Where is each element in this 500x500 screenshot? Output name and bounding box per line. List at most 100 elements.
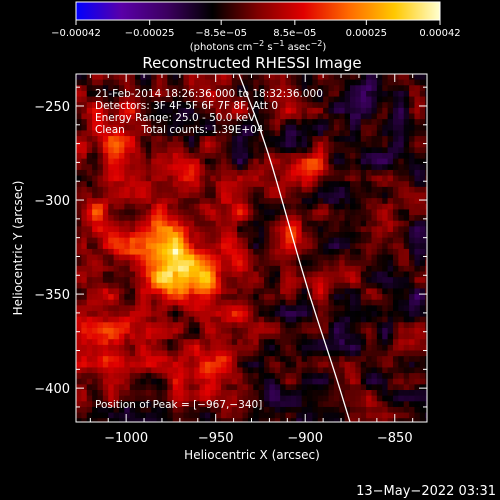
heatmap-cell (301, 124, 308, 132)
heatmap-cell (199, 198, 206, 205)
heatmap-cell (312, 316, 319, 323)
heatmap-cell (290, 119, 297, 126)
heatmap-cell (102, 215, 109, 222)
heatmap-cell (290, 305, 297, 312)
heatmap-cell (382, 119, 389, 126)
heatmap-cell (167, 85, 174, 92)
heatmap-cell (124, 243, 131, 250)
heatmap-cell (301, 169, 308, 177)
heatmap-cell (307, 316, 313, 323)
heatmap-cell (414, 169, 421, 177)
heatmap-cell (172, 102, 179, 109)
heatmap-cell (156, 311, 163, 318)
heatmap-cell (301, 102, 308, 109)
heatmap-cell (113, 248, 120, 256)
heatmap-cell (237, 215, 244, 222)
heatmap-cell (398, 175, 405, 182)
heatmap-cell (274, 203, 281, 211)
heatmap-cell (156, 288, 163, 295)
heatmap-cell (280, 350, 287, 357)
heatmap-cell (237, 164, 244, 171)
heatmap-cell (113, 124, 120, 132)
heatmap-cell (129, 198, 136, 205)
heatmap-cell (258, 288, 265, 295)
heatmap-cell (118, 237, 125, 244)
heatmap-cell (247, 311, 254, 318)
heatmap-cell (178, 254, 185, 261)
heatmap-cell (398, 288, 405, 295)
heatmap-cell (215, 265, 222, 273)
heatmap-cell (151, 226, 158, 233)
heatmap-cell (210, 136, 217, 143)
heatmap-cell (118, 277, 125, 284)
heatmap-cell (76, 305, 82, 312)
heatmap-cell (312, 96, 319, 103)
heatmap-cell (355, 192, 362, 199)
heatmap-cell (349, 254, 356, 261)
heatmap-cell (118, 361, 125, 369)
heatmap-cell (333, 401, 340, 408)
heatmap-cell (392, 316, 399, 323)
heatmap-cell (376, 327, 383, 335)
heatmap-cell (231, 277, 238, 284)
heatmap-cell (113, 282, 120, 290)
heatmap-cell (221, 418, 228, 422)
heatmap-cell (129, 299, 136, 306)
heatmap-cell (156, 271, 163, 278)
heatmap-cell (269, 102, 276, 109)
heatmap-cell (221, 119, 228, 126)
heatmap-cell (151, 124, 158, 132)
heatmap-cell (242, 164, 249, 171)
heatmap-cell (296, 226, 303, 233)
heatmap-cell (344, 124, 351, 132)
heatmap-cell (398, 85, 405, 92)
heatmap-cell (135, 169, 142, 177)
heatmap-cell (392, 401, 399, 408)
heatmap-cell (97, 277, 104, 284)
heatmap-cell (231, 373, 238, 380)
heatmap-cell (344, 339, 351, 346)
heatmap-cell (210, 237, 217, 244)
heatmap-cell (333, 271, 340, 278)
heatmap-cell (307, 333, 313, 340)
heatmap-cell (280, 367, 287, 374)
heatmap-cell (258, 367, 265, 374)
heatmap-cell (102, 181, 109, 188)
heatmap-cell (161, 350, 168, 357)
heatmap-cell (76, 248, 82, 256)
heatmap-cell (172, 136, 179, 143)
heatmap-cell (97, 232, 104, 239)
heatmap-cell (145, 119, 152, 126)
heatmap-cell (382, 384, 389, 391)
heatmap-cell (92, 361, 99, 369)
heatmap-cell (376, 90, 383, 98)
heatmap-cell (161, 90, 168, 98)
heatmap-cell (92, 378, 99, 385)
heatmap-cell (323, 186, 330, 194)
heatmap-cell (135, 198, 142, 205)
heatmap-cell (274, 158, 281, 165)
heatmap-cell (333, 248, 340, 256)
heatmap-cell (113, 153, 120, 160)
heatmap-cell (296, 102, 303, 109)
heatmap-cell (151, 130, 158, 137)
heatmap-cell (307, 119, 313, 126)
heatmap-cell (124, 96, 131, 103)
heatmap-cell (81, 248, 88, 256)
heatmap-cell (339, 102, 346, 109)
heatmap-cell (167, 198, 174, 205)
heatmap-cell (285, 215, 292, 222)
heatmap-cell (419, 248, 426, 256)
heatmap-cell (215, 418, 222, 422)
heatmap-cell (194, 119, 201, 126)
heatmap-cell (102, 294, 109, 301)
heatmap-cell (161, 169, 168, 177)
heatmap-cell (355, 265, 362, 273)
heatmap-cell (210, 130, 217, 137)
heatmap-cell (172, 395, 179, 402)
heatmap-cell (113, 113, 120, 120)
heatmap-cell (108, 311, 115, 318)
heatmap-cell (118, 107, 125, 115)
heatmap-cell (113, 243, 120, 250)
heatmap-cell (317, 232, 324, 239)
